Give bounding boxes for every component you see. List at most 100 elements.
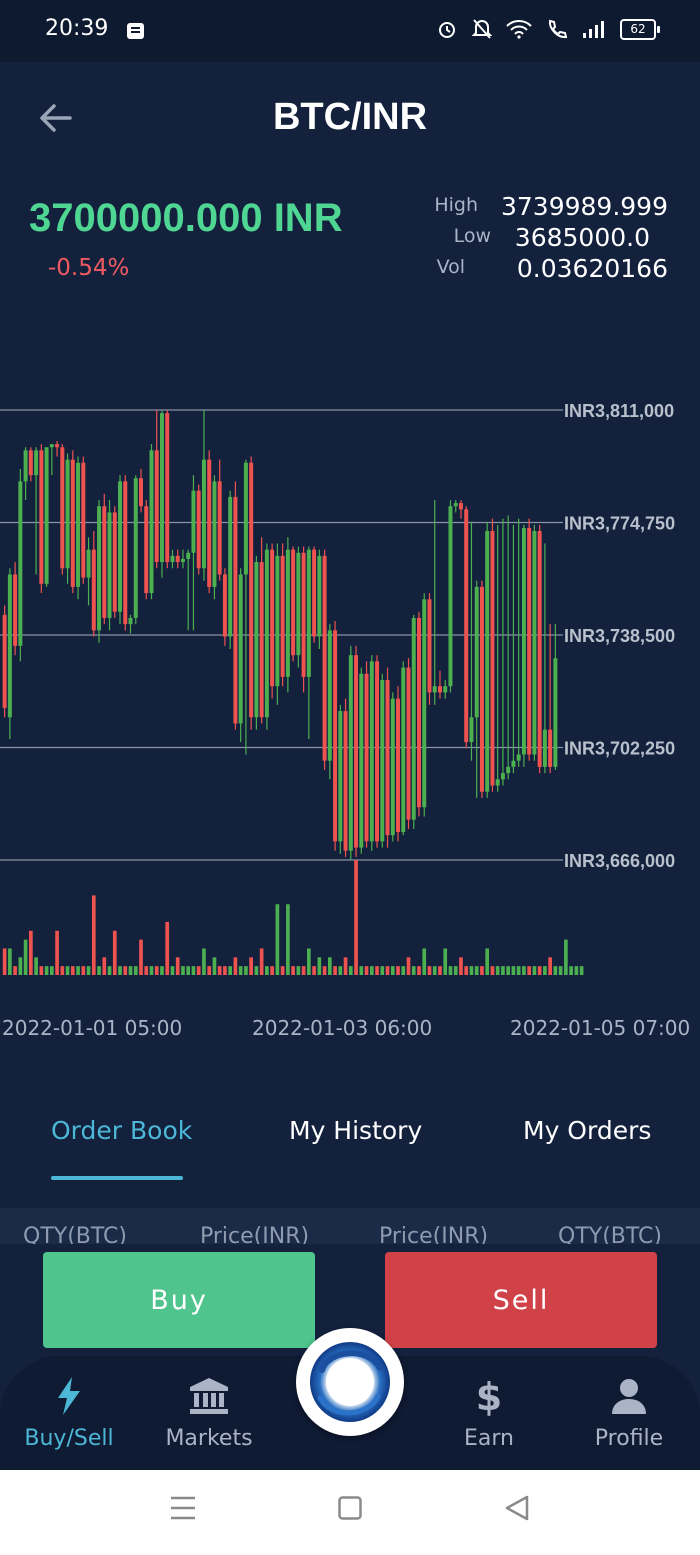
high-label: High — [434, 194, 478, 216]
svg-text:$: $ — [476, 1376, 502, 1416]
volume-bar — [233, 957, 238, 975]
col-qty-ask: QTY(BTC) — [558, 1224, 662, 1244]
candle-body — [417, 617, 421, 808]
buy-button[interactable]: Buy — [43, 1252, 315, 1348]
candle-body — [317, 555, 322, 637]
candle-body — [448, 506, 453, 687]
low-label: Low — [453, 225, 491, 247]
candle-body — [86, 549, 91, 578]
volume-bar — [275, 904, 280, 975]
nav-earn-label: Earn — [464, 1426, 514, 1451]
candle-body — [55, 444, 60, 448]
candle-body — [13, 574, 18, 646]
candle-body — [296, 552, 301, 656]
candle-body — [154, 450, 159, 563]
volume-bar — [448, 966, 453, 975]
candle-body — [280, 555, 285, 677]
candle-body — [548, 729, 553, 767]
candle-body — [222, 574, 227, 637]
candle-body — [291, 549, 296, 656]
candle-body — [123, 481, 128, 625]
back-arrow-icon[interactable] — [36, 98, 76, 138]
system-nav-bar — [0, 1470, 700, 1555]
volume-bar — [406, 957, 411, 975]
candle-body — [348, 655, 353, 851]
candle-body — [259, 562, 264, 718]
tab-my-orders[interactable]: My Orders — [523, 1116, 652, 1145]
volume-bar — [359, 966, 364, 975]
volume-bar — [553, 966, 558, 975]
candle-body — [516, 754, 521, 761]
candle-body — [401, 667, 406, 833]
candle-body — [128, 617, 133, 625]
home-icon[interactable] — [338, 1495, 362, 1521]
candle-body — [39, 450, 44, 584]
menu-icon[interactable] — [170, 1495, 196, 1521]
nav-profile[interactable]: Profile — [569, 1376, 689, 1451]
volume-bar — [574, 966, 579, 975]
volume-bar — [312, 966, 316, 975]
candle-body — [537, 531, 542, 767]
volume-bar — [474, 966, 479, 975]
candle-body — [443, 686, 448, 693]
candle-body — [406, 667, 411, 820]
user-icon — [612, 1379, 646, 1414]
candle-body — [2, 614, 7, 708]
candle-body — [511, 760, 516, 767]
candle-body — [91, 549, 96, 631]
candle-body — [490, 531, 495, 786]
candle-body — [60, 447, 65, 569]
volume-bar — [144, 966, 149, 975]
candle-body — [254, 562, 259, 718]
back-icon[interactable] — [505, 1495, 529, 1521]
nav-buy-sell-label: Buy/Sell — [24, 1426, 114, 1451]
nav-markets-label: Markets — [165, 1426, 253, 1451]
volume-bar — [280, 966, 285, 975]
volume-bar — [322, 966, 327, 975]
candle-body — [521, 527, 526, 755]
center-logo-button[interactable] — [296, 1328, 404, 1436]
volume-bar — [65, 966, 70, 975]
signal-icon — [583, 21, 604, 38]
volume-bar — [196, 966, 201, 975]
candle-body — [343, 711, 348, 851]
y-axis-label: INR3,811,000 — [564, 401, 674, 421]
candle-body — [306, 549, 311, 677]
volume-bar — [286, 904, 290, 975]
volume-bar — [217, 966, 222, 975]
candle-body — [327, 630, 332, 761]
volume-bar — [207, 966, 212, 975]
candle-body — [458, 503, 463, 510]
volume-bar — [543, 966, 547, 975]
candle-body — [285, 549, 290, 677]
candle-body — [144, 506, 149, 594]
volume-bar — [249, 957, 253, 975]
candle-body — [301, 552, 306, 677]
volume-bar — [44, 966, 49, 975]
candle-body — [228, 496, 233, 637]
tab-my-history[interactable]: My History — [289, 1116, 423, 1145]
candle-body — [474, 586, 479, 718]
sell-button[interactable]: Sell — [385, 1252, 657, 1348]
volume-bar — [254, 966, 259, 975]
tab-order-book[interactable]: Order Book — [51, 1116, 193, 1145]
volume-bar — [485, 948, 490, 975]
volume-bar — [343, 957, 348, 975]
volume-bar — [511, 966, 516, 975]
candle-body — [196, 490, 201, 569]
price-chart[interactable]: INR3,811,000 INR3,774,750 INR3,738,500 INR3… — [0, 380, 700, 980]
candle-body — [133, 478, 138, 618]
volume-bar — [522, 966, 526, 975]
status-icons: 62 — [436, 18, 660, 40]
candle-body — [112, 512, 117, 612]
volume-bar — [149, 966, 154, 975]
volume-bar — [191, 966, 196, 975]
volume-bar — [427, 966, 432, 975]
volume-bar — [364, 966, 369, 975]
nav-markets[interactable]: Markets — [149, 1376, 269, 1451]
nav-earn[interactable]: $ Earn — [429, 1375, 549, 1451]
nav-buy-sell[interactable]: Buy/Sell — [9, 1376, 129, 1451]
candle-body — [49, 444, 54, 448]
volume-bar — [202, 948, 206, 975]
candle-body — [212, 481, 217, 587]
